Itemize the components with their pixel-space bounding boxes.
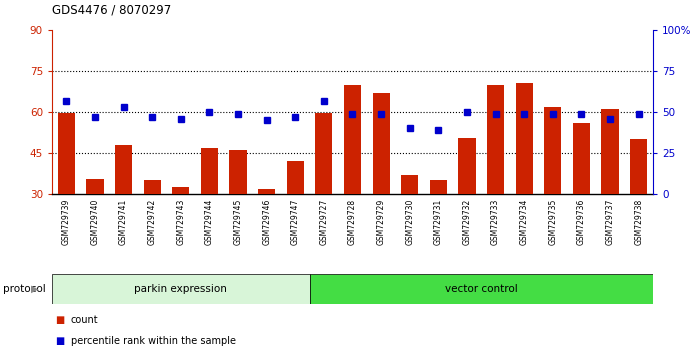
Text: GSM729744: GSM729744	[205, 199, 214, 245]
Bar	[287, 161, 304, 194]
Bar	[87, 179, 103, 194]
Text: GSM729740: GSM729740	[91, 199, 99, 245]
Bar	[315, 113, 332, 194]
Text: protocol: protocol	[3, 284, 46, 294]
Text: count: count	[70, 315, 98, 325]
Text: GSM729727: GSM729727	[320, 199, 328, 245]
Text: vector control: vector control	[445, 284, 518, 294]
Text: ■: ■	[55, 315, 65, 325]
Bar	[258, 189, 275, 194]
Text: ■: ■	[55, 336, 65, 346]
Text: GSM729737: GSM729737	[606, 199, 614, 245]
Bar	[573, 123, 590, 194]
Text: GSM729738: GSM729738	[634, 199, 643, 245]
Text: GSM729741: GSM729741	[119, 199, 128, 245]
Bar	[516, 83, 533, 194]
Bar	[344, 85, 361, 194]
Bar	[544, 107, 561, 194]
Bar	[630, 139, 647, 194]
Text: GSM729736: GSM729736	[577, 199, 586, 245]
Text: GSM729733: GSM729733	[491, 199, 500, 245]
Bar	[144, 180, 161, 194]
Text: GSM729734: GSM729734	[520, 199, 528, 245]
Bar	[459, 138, 475, 194]
Text: GSM729742: GSM729742	[148, 199, 156, 245]
Text: GSM729732: GSM729732	[463, 199, 471, 245]
Text: GSM729735: GSM729735	[549, 199, 557, 245]
Text: GSM729746: GSM729746	[262, 199, 271, 245]
Text: GSM729731: GSM729731	[434, 199, 443, 245]
Bar	[310, 274, 653, 304]
Bar	[115, 145, 132, 194]
Text: GSM729747: GSM729747	[291, 199, 299, 245]
Bar	[58, 113, 75, 194]
Text: GSM729745: GSM729745	[234, 199, 242, 245]
Text: GSM729743: GSM729743	[177, 199, 185, 245]
Bar	[230, 150, 246, 194]
Bar	[430, 180, 447, 194]
Text: GSM729730: GSM729730	[406, 199, 414, 245]
Text: percentile rank within the sample: percentile rank within the sample	[70, 336, 236, 346]
Bar	[201, 148, 218, 194]
Text: GSM729739: GSM729739	[62, 199, 70, 245]
Bar	[602, 109, 618, 194]
Bar	[172, 187, 189, 194]
Bar	[487, 85, 504, 194]
Text: parkin expression: parkin expression	[134, 284, 228, 294]
Bar	[401, 175, 418, 194]
Text: GSM729729: GSM729729	[377, 199, 385, 245]
Bar	[373, 93, 389, 194]
Bar	[52, 274, 310, 304]
Text: GSM729728: GSM729728	[348, 199, 357, 245]
Text: GDS4476 / 8070297: GDS4476 / 8070297	[52, 4, 171, 17]
Text: ▶: ▶	[31, 284, 38, 294]
